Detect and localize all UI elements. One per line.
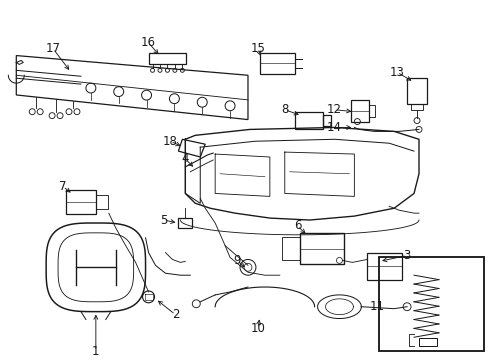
Text: 9: 9 xyxy=(233,254,240,267)
Bar xyxy=(260,53,294,74)
Text: 6: 6 xyxy=(293,220,301,233)
Text: 14: 14 xyxy=(326,121,341,134)
Bar xyxy=(418,338,436,346)
Text: 12: 12 xyxy=(326,103,341,116)
Text: 3: 3 xyxy=(403,249,410,262)
Bar xyxy=(379,257,483,351)
Text: 17: 17 xyxy=(45,42,61,55)
Bar xyxy=(96,195,107,209)
Bar xyxy=(299,233,344,264)
Bar xyxy=(368,105,374,117)
Text: 1: 1 xyxy=(92,345,100,357)
Bar xyxy=(178,218,192,228)
Text: 5: 5 xyxy=(160,213,167,226)
Text: 7: 7 xyxy=(59,180,67,193)
Bar xyxy=(366,253,401,280)
Bar xyxy=(148,53,186,64)
Bar xyxy=(322,114,330,126)
Text: 15: 15 xyxy=(250,42,265,55)
Text: 4: 4 xyxy=(181,153,189,166)
Text: 18: 18 xyxy=(163,135,178,148)
Bar xyxy=(294,112,322,130)
Text: 16: 16 xyxy=(141,36,156,49)
Text: 13: 13 xyxy=(389,66,404,79)
Text: 10: 10 xyxy=(250,322,265,335)
Text: 11: 11 xyxy=(369,300,384,313)
Bar xyxy=(410,104,422,110)
Text: 2: 2 xyxy=(171,308,179,321)
Bar xyxy=(66,190,96,214)
Text: 8: 8 xyxy=(281,103,288,116)
Bar xyxy=(406,78,426,104)
Bar xyxy=(351,100,368,122)
